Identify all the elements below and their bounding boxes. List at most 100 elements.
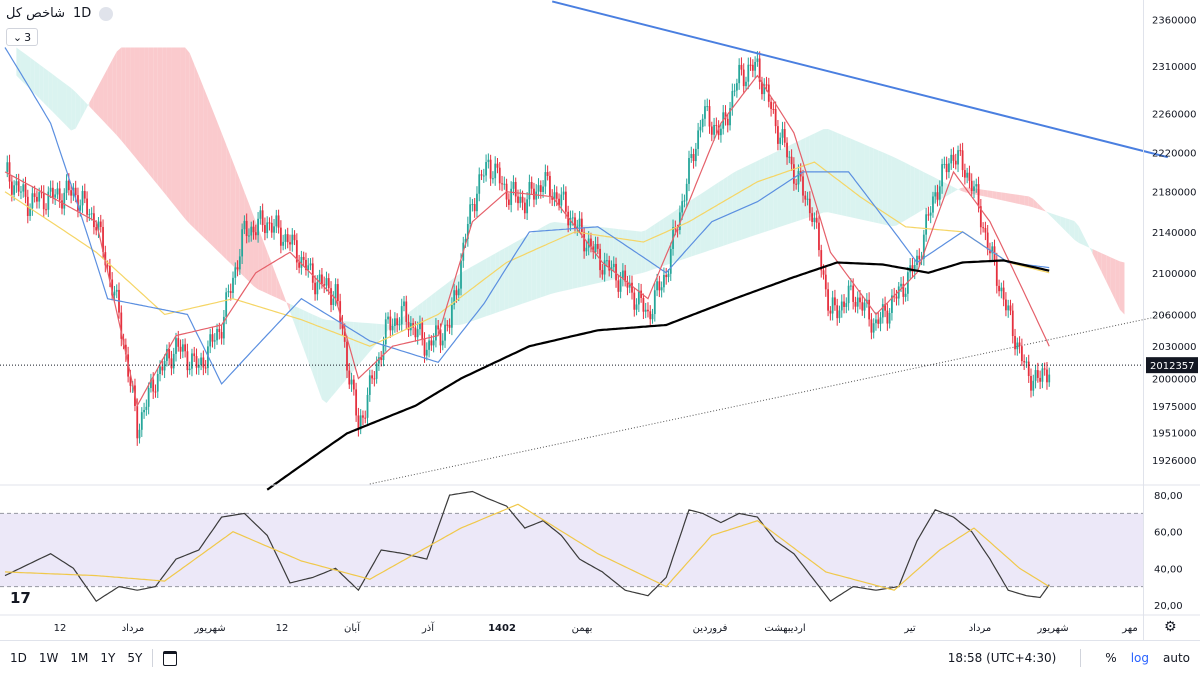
candle-body[interactable] (656, 281, 658, 291)
candle-body[interactable] (959, 150, 962, 152)
candle-body[interactable] (159, 366, 161, 374)
candle-body[interactable] (872, 323, 875, 333)
candle-body[interactable] (897, 286, 900, 299)
candle-body[interactable] (378, 357, 380, 364)
candle-body[interactable] (877, 319, 880, 324)
candle-body[interactable] (478, 174, 481, 194)
candle-body[interactable] (140, 412, 143, 430)
candle-body[interactable] (10, 181, 13, 195)
candle-body[interactable] (266, 222, 269, 234)
candle-body[interactable] (384, 319, 387, 345)
candle-body[interactable] (316, 282, 319, 295)
candle-body[interactable] (339, 301, 342, 323)
candle-body[interactable] (138, 429, 141, 439)
candle-body[interactable] (763, 84, 766, 95)
candle-body[interactable] (854, 301, 857, 307)
candle-body[interactable] (973, 186, 975, 191)
candle-body[interactable] (270, 222, 273, 233)
candle-body[interactable] (986, 232, 989, 250)
candle-body[interactable] (229, 291, 232, 293)
candle-body[interactable] (761, 81, 763, 95)
candle-body[interactable] (13, 185, 16, 195)
candle-body[interactable] (879, 317, 882, 324)
candle-body[interactable] (633, 292, 636, 310)
candle-body[interactable] (104, 252, 107, 266)
candle-body[interactable] (870, 319, 873, 333)
candle-body[interactable] (977, 184, 980, 207)
candle-body[interactable] (852, 285, 855, 302)
auto-scale-button[interactable]: auto (1162, 651, 1190, 665)
candle-body[interactable] (232, 277, 234, 293)
candle-body[interactable] (564, 191, 567, 212)
candle-body[interactable] (264, 225, 266, 234)
kijun-line[interactable] (4, 47, 1050, 385)
candle-body[interactable] (295, 240, 298, 263)
candle-body[interactable] (54, 194, 57, 198)
candle-body[interactable] (644, 309, 647, 312)
candle-body[interactable] (457, 288, 460, 296)
candle-body[interactable] (708, 106, 711, 127)
candle-body[interactable] (948, 163, 950, 173)
candle-body[interactable] (553, 192, 556, 200)
candle-body[interactable] (332, 298, 335, 305)
candle-body[interactable] (193, 353, 196, 357)
candle-body[interactable] (279, 227, 282, 246)
candle-body[interactable] (717, 126, 720, 136)
range-5y-button[interactable]: 5Y (127, 651, 143, 665)
candle-body[interactable] (729, 108, 731, 126)
candle-body[interactable] (749, 64, 752, 66)
candle-body[interactable] (838, 310, 841, 319)
candle-body[interactable] (790, 156, 793, 165)
candle-body[interactable] (829, 310, 832, 314)
candle-body[interactable] (482, 175, 485, 177)
candle-body[interactable] (425, 349, 428, 356)
candle-body[interactable] (904, 293, 907, 297)
candle-body[interactable] (355, 389, 358, 416)
candle-body[interactable] (400, 306, 403, 325)
candle-body[interactable] (375, 363, 378, 379)
candle-body[interactable] (1048, 374, 1051, 383)
candle-body[interactable] (1041, 368, 1044, 382)
candle-body[interactable] (86, 198, 88, 215)
candle-body[interactable] (537, 185, 540, 192)
candle-body[interactable] (1030, 375, 1032, 391)
candle-body[interactable] (685, 183, 688, 201)
candle-body[interactable] (916, 255, 918, 266)
candle-body[interactable] (849, 285, 852, 287)
candle-body[interactable] (681, 201, 684, 213)
candle-body[interactable] (15, 181, 18, 186)
candle-body[interactable] (416, 329, 419, 338)
candle-body[interactable] (884, 304, 886, 311)
candle-body[interactable] (1007, 305, 1010, 311)
candle-body[interactable] (309, 263, 312, 266)
candle-body[interactable] (143, 409, 145, 413)
candle-body[interactable] (74, 187, 77, 196)
candle-body[interactable] (170, 358, 173, 369)
candle-body[interactable] (922, 234, 925, 259)
candle-body[interactable] (804, 195, 807, 200)
candle-body[interactable] (289, 242, 291, 245)
candle-body[interactable] (640, 290, 643, 298)
candle-body[interactable] (845, 303, 848, 307)
candle-body[interactable] (439, 329, 442, 346)
candle-body[interactable] (49, 187, 52, 192)
candle-body[interactable] (555, 192, 558, 199)
candle-body[interactable] (216, 328, 218, 341)
candle-body[interactable] (954, 160, 957, 165)
candle-body[interactable] (660, 287, 663, 291)
candle-body[interactable] (745, 81, 747, 87)
candle-body[interactable] (704, 106, 706, 119)
candle-body[interactable] (720, 128, 722, 136)
candle-body[interactable] (350, 379, 353, 385)
candle-body[interactable] (352, 379, 355, 390)
candle-body[interactable] (774, 109, 777, 127)
candle-body[interactable] (307, 265, 310, 271)
candle-body[interactable] (802, 176, 804, 196)
candle-body[interactable] (421, 322, 424, 340)
candle-body[interactable] (200, 357, 202, 365)
candle-body[interactable] (539, 185, 542, 193)
candle-body[interactable] (277, 215, 280, 228)
candle-body[interactable] (512, 181, 515, 189)
candle-body[interactable] (195, 356, 198, 368)
candle-body[interactable] (391, 326, 394, 331)
